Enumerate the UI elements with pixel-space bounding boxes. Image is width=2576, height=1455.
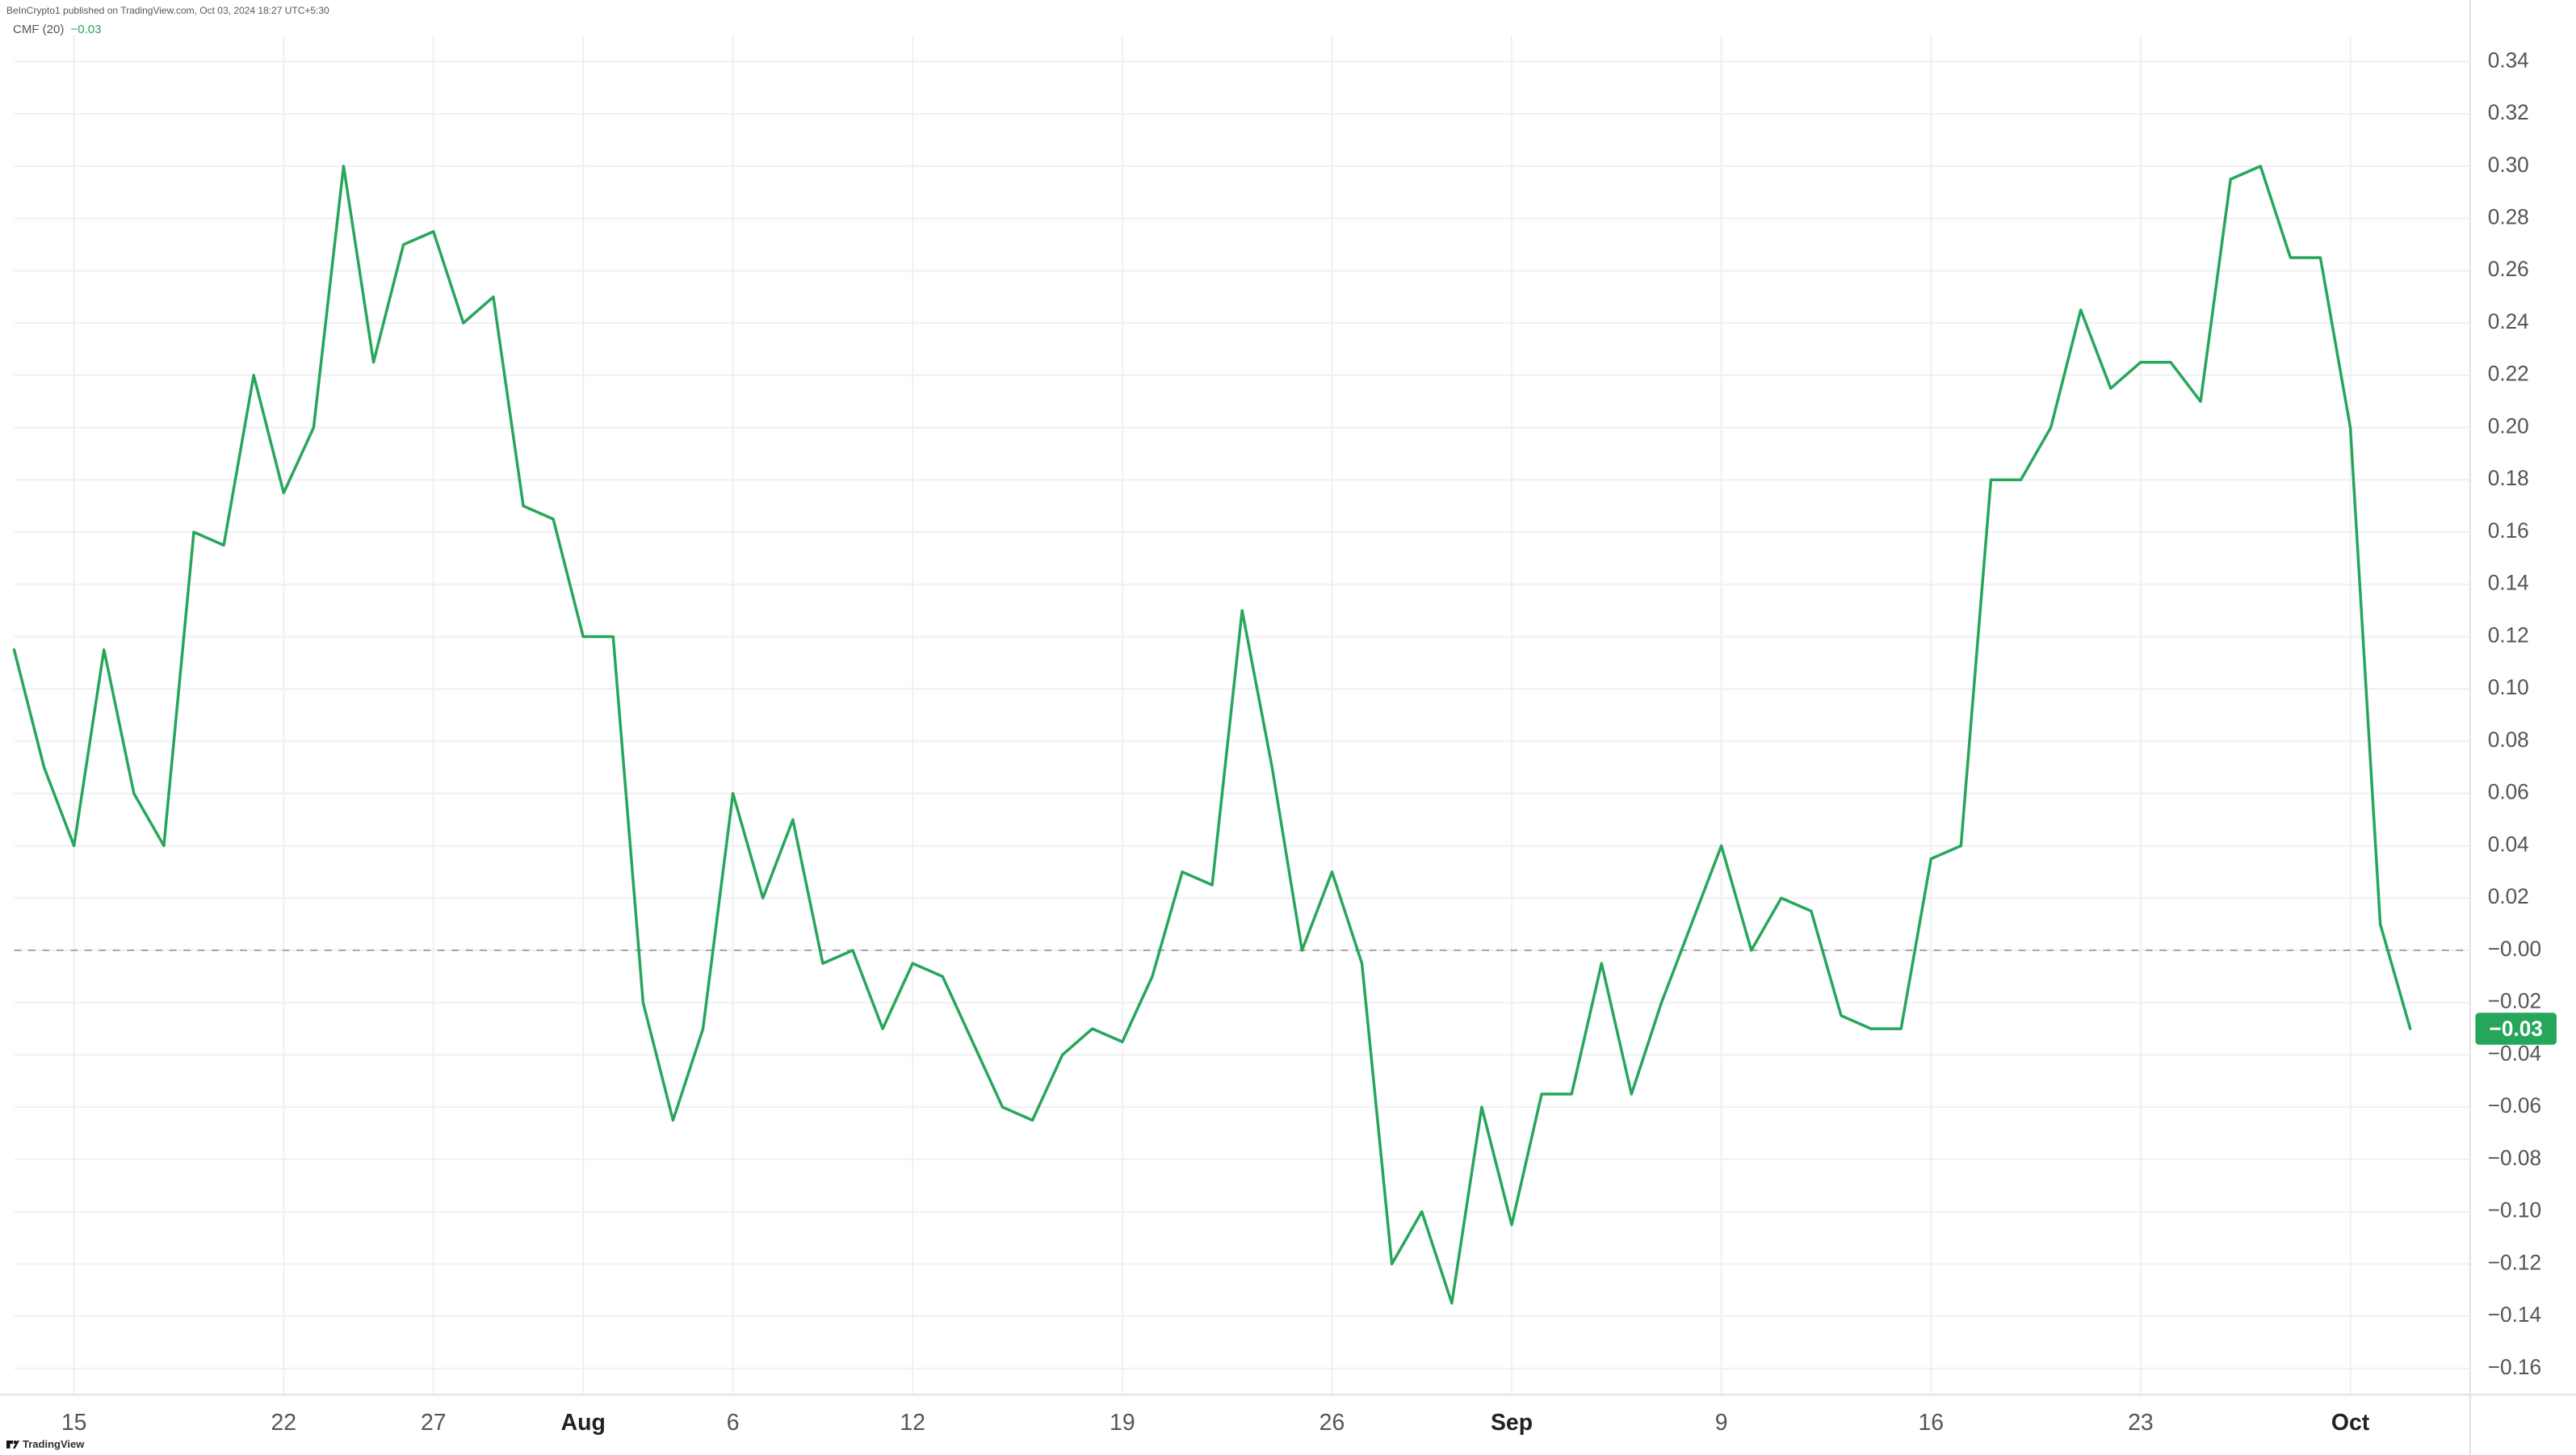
attribution-publisher: BeInCrypto1 <box>6 5 61 16</box>
tradingview-logo[interactable]: TradingView <box>6 1438 84 1450</box>
x-axis-tick-label: 9 <box>1715 1410 1728 1436</box>
x-axis-tick-label: Oct <box>2331 1410 2370 1436</box>
y-axis-tick-label: 0.06 <box>2488 780 2529 804</box>
x-axis-tick-label: 27 <box>421 1410 447 1436</box>
x-axis-tick-label: 26 <box>1319 1410 1345 1436</box>
tradingview-icon <box>6 1440 19 1449</box>
x-axis-tick-label: Aug <box>561 1410 606 1436</box>
y-axis-tick-label: 0.18 <box>2488 466 2529 490</box>
y-axis-tick-label: 0.14 <box>2488 571 2529 595</box>
y-axis-tick-label: −0.02 <box>2488 989 2541 1013</box>
x-axis-tick-label: 12 <box>900 1410 925 1436</box>
x-axis-tick-label: 15 <box>61 1410 87 1436</box>
current-value-badge-text: −0.03 <box>2490 1017 2543 1041</box>
x-axis-tick-label: 6 <box>727 1410 740 1436</box>
y-axis-tick-label: 0.04 <box>2488 832 2529 856</box>
y-axis-tick-label: 0.02 <box>2488 884 2529 908</box>
y-axis-tick-label: 0.28 <box>2488 204 2529 229</box>
y-axis-tick-label: 0.20 <box>2488 413 2529 438</box>
x-axis-tick-label: 16 <box>1918 1410 1944 1436</box>
chart-container: BeInCrypto1 published on TradingView.com… <box>0 0 2576 1455</box>
attribution-datetime: Oct 03, 2024 18:27 UTC+5:30 <box>199 5 329 16</box>
y-axis-tick-label: 0.26 <box>2488 257 2529 281</box>
y-axis-tick-label: −0.08 <box>2488 1146 2541 1170</box>
y-axis-tick-label: −0.12 <box>2488 1250 2541 1274</box>
legend-indicator-value: −0.03 <box>71 23 102 36</box>
attribution-mid: published on <box>63 5 120 16</box>
y-axis-tick-label: 0.10 <box>2488 675 2529 699</box>
y-axis-tick-label: −0.14 <box>2488 1302 2541 1327</box>
y-axis-tick-label: −0.16 <box>2488 1355 2541 1379</box>
y-axis-tick-label: 0.32 <box>2488 100 2529 124</box>
x-axis-tick-label: 23 <box>2128 1410 2154 1436</box>
y-axis-tick-label: −0.10 <box>2488 1198 2541 1222</box>
x-axis-tick-label: 22 <box>271 1410 297 1436</box>
y-axis-tick-label: 0.34 <box>2488 48 2529 72</box>
y-axis-tick-label: 0.24 <box>2488 309 2529 333</box>
y-axis-tick-label: −0.06 <box>2488 1093 2541 1117</box>
attribution-platform: TradingView.com <box>120 5 194 16</box>
y-axis-tick-label: 0.30 <box>2488 153 2529 177</box>
y-axis-tick-label: −0.00 <box>2488 937 2541 961</box>
indicator-legend[interactable]: CMF (20) −0.03 <box>13 23 101 36</box>
y-axis-tick-label: 0.22 <box>2488 362 2529 386</box>
tradingview-logo-text: TradingView <box>23 1438 84 1450</box>
attribution-text: BeInCrypto1 published on TradingView.com… <box>6 5 329 16</box>
y-axis-tick-label: 0.12 <box>2488 623 2529 647</box>
legend-indicator-name: CMF (20) <box>13 23 64 36</box>
x-axis-tick-label: 19 <box>1110 1410 1135 1436</box>
chart-svg[interactable]: 0.34 0.32 0.30 0.28 0.26 0.24 0.22 0.20 0.18 0.16… <box>0 0 2576 1455</box>
y-axis-tick-label: 0.08 <box>2488 728 2529 752</box>
y-axis-tick-label: 0.16 <box>2488 518 2529 543</box>
x-axis-tick-label: Sep <box>1491 1410 1533 1436</box>
